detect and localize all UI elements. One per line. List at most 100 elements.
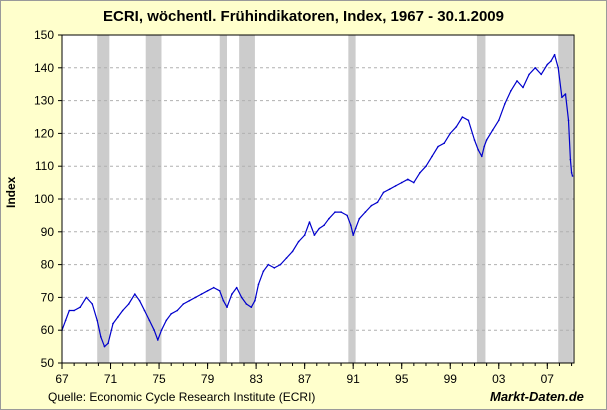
data-point [212, 286, 215, 289]
y-tick-label: 90 [41, 225, 55, 239]
data-point [483, 145, 486, 148]
data-point [138, 299, 141, 302]
x-tick-label: 67 [55, 372, 69, 386]
data-point [318, 227, 321, 230]
data-point [297, 240, 300, 243]
data-point [143, 309, 146, 312]
data-point [553, 53, 556, 56]
x-tick-label: 03 [492, 372, 506, 386]
data-point [157, 339, 159, 341]
data-point [79, 306, 81, 309]
data-point [160, 329, 163, 332]
data-point [254, 299, 256, 302]
data-point [370, 204, 373, 207]
data-point [540, 73, 542, 76]
series-group [61, 53, 574, 348]
data-point [170, 313, 172, 315]
data-point [516, 80, 518, 82]
data-point [222, 299, 225, 302]
data-point [226, 306, 228, 309]
data-point [546, 63, 549, 66]
x-axis: 67 71 75 79 83 87 91 95 99 03 07 [55, 363, 573, 386]
data-point [279, 263, 282, 266]
x-tick-label: 95 [395, 372, 409, 386]
data-point [528, 73, 530, 76]
data-point [564, 93, 567, 95]
brand-label: Markt-Daten.de [490, 389, 584, 404]
data-point [328, 217, 330, 220]
data-point [100, 336, 102, 338]
data-point [522, 86, 524, 89]
data-point [231, 293, 233, 295]
data-point [425, 165, 427, 167]
data-point [364, 211, 367, 213]
x-tick-label: 91 [347, 372, 361, 386]
data-point [245, 303, 248, 305]
data-point [407, 178, 409, 181]
data-point [473, 139, 476, 141]
data-point [413, 181, 415, 184]
data-point [194, 296, 197, 299]
data-point [491, 129, 494, 131]
data-point [188, 299, 191, 302]
data-point [481, 155, 483, 158]
data-point [346, 214, 348, 217]
data-point [112, 322, 114, 325]
data-point [419, 172, 421, 174]
x-tick-label: 07 [541, 372, 555, 386]
data-point [334, 211, 336, 213]
x-tick-label: 99 [444, 372, 458, 386]
x-tick-label: 75 [152, 372, 166, 386]
data-point [534, 67, 536, 69]
y-tick-label: 110 [35, 159, 54, 173]
y-tick-label: 140 [34, 61, 54, 75]
y-tick-label: 100 [34, 192, 54, 206]
plot-area [62, 35, 574, 363]
data-point [96, 319, 98, 322]
data-point [273, 267, 276, 269]
data-point [85, 296, 88, 299]
data-point [504, 103, 506, 105]
data-point [485, 139, 488, 141]
data-point [262, 270, 265, 273]
data-point [431, 155, 433, 158]
data-point [240, 296, 243, 299]
data-point [570, 172, 573, 174]
y-axis: 50 60 70 80 90 100 110 120 130 140 150 [34, 28, 62, 370]
data-point [443, 142, 446, 144]
data-point [449, 132, 452, 135]
recession-band [239, 35, 255, 363]
data-point [107, 342, 109, 345]
data-point [235, 286, 238, 289]
data-point [257, 283, 260, 286]
data-point [303, 234, 306, 236]
data-point [153, 329, 155, 332]
data-point [121, 309, 124, 312]
data-point [358, 217, 361, 220]
x-tick-label: 87 [298, 372, 312, 386]
data-point [376, 201, 379, 204]
data-point [176, 309, 179, 312]
data-point [388, 188, 391, 190]
recession-bands [97, 35, 573, 363]
recession-band [219, 35, 228, 363]
data-point [91, 303, 94, 305]
data-point [437, 145, 439, 148]
y-tick-label: 150 [34, 28, 54, 42]
data-point [400, 181, 403, 184]
data-point [68, 309, 71, 312]
x-tick-label: 71 [104, 372, 118, 386]
data-point [206, 290, 209, 292]
data-point [510, 90, 512, 92]
data-point [571, 175, 574, 177]
data-point [382, 191, 385, 194]
grid-lines [62, 67, 574, 331]
data-point [148, 319, 151, 322]
data-point [455, 126, 458, 128]
data-point [73, 309, 75, 312]
y-tick-label: 70 [41, 290, 55, 304]
data-point [218, 290, 221, 292]
data-point [291, 250, 294, 253]
data-point [354, 227, 357, 230]
data-point [267, 263, 270, 266]
